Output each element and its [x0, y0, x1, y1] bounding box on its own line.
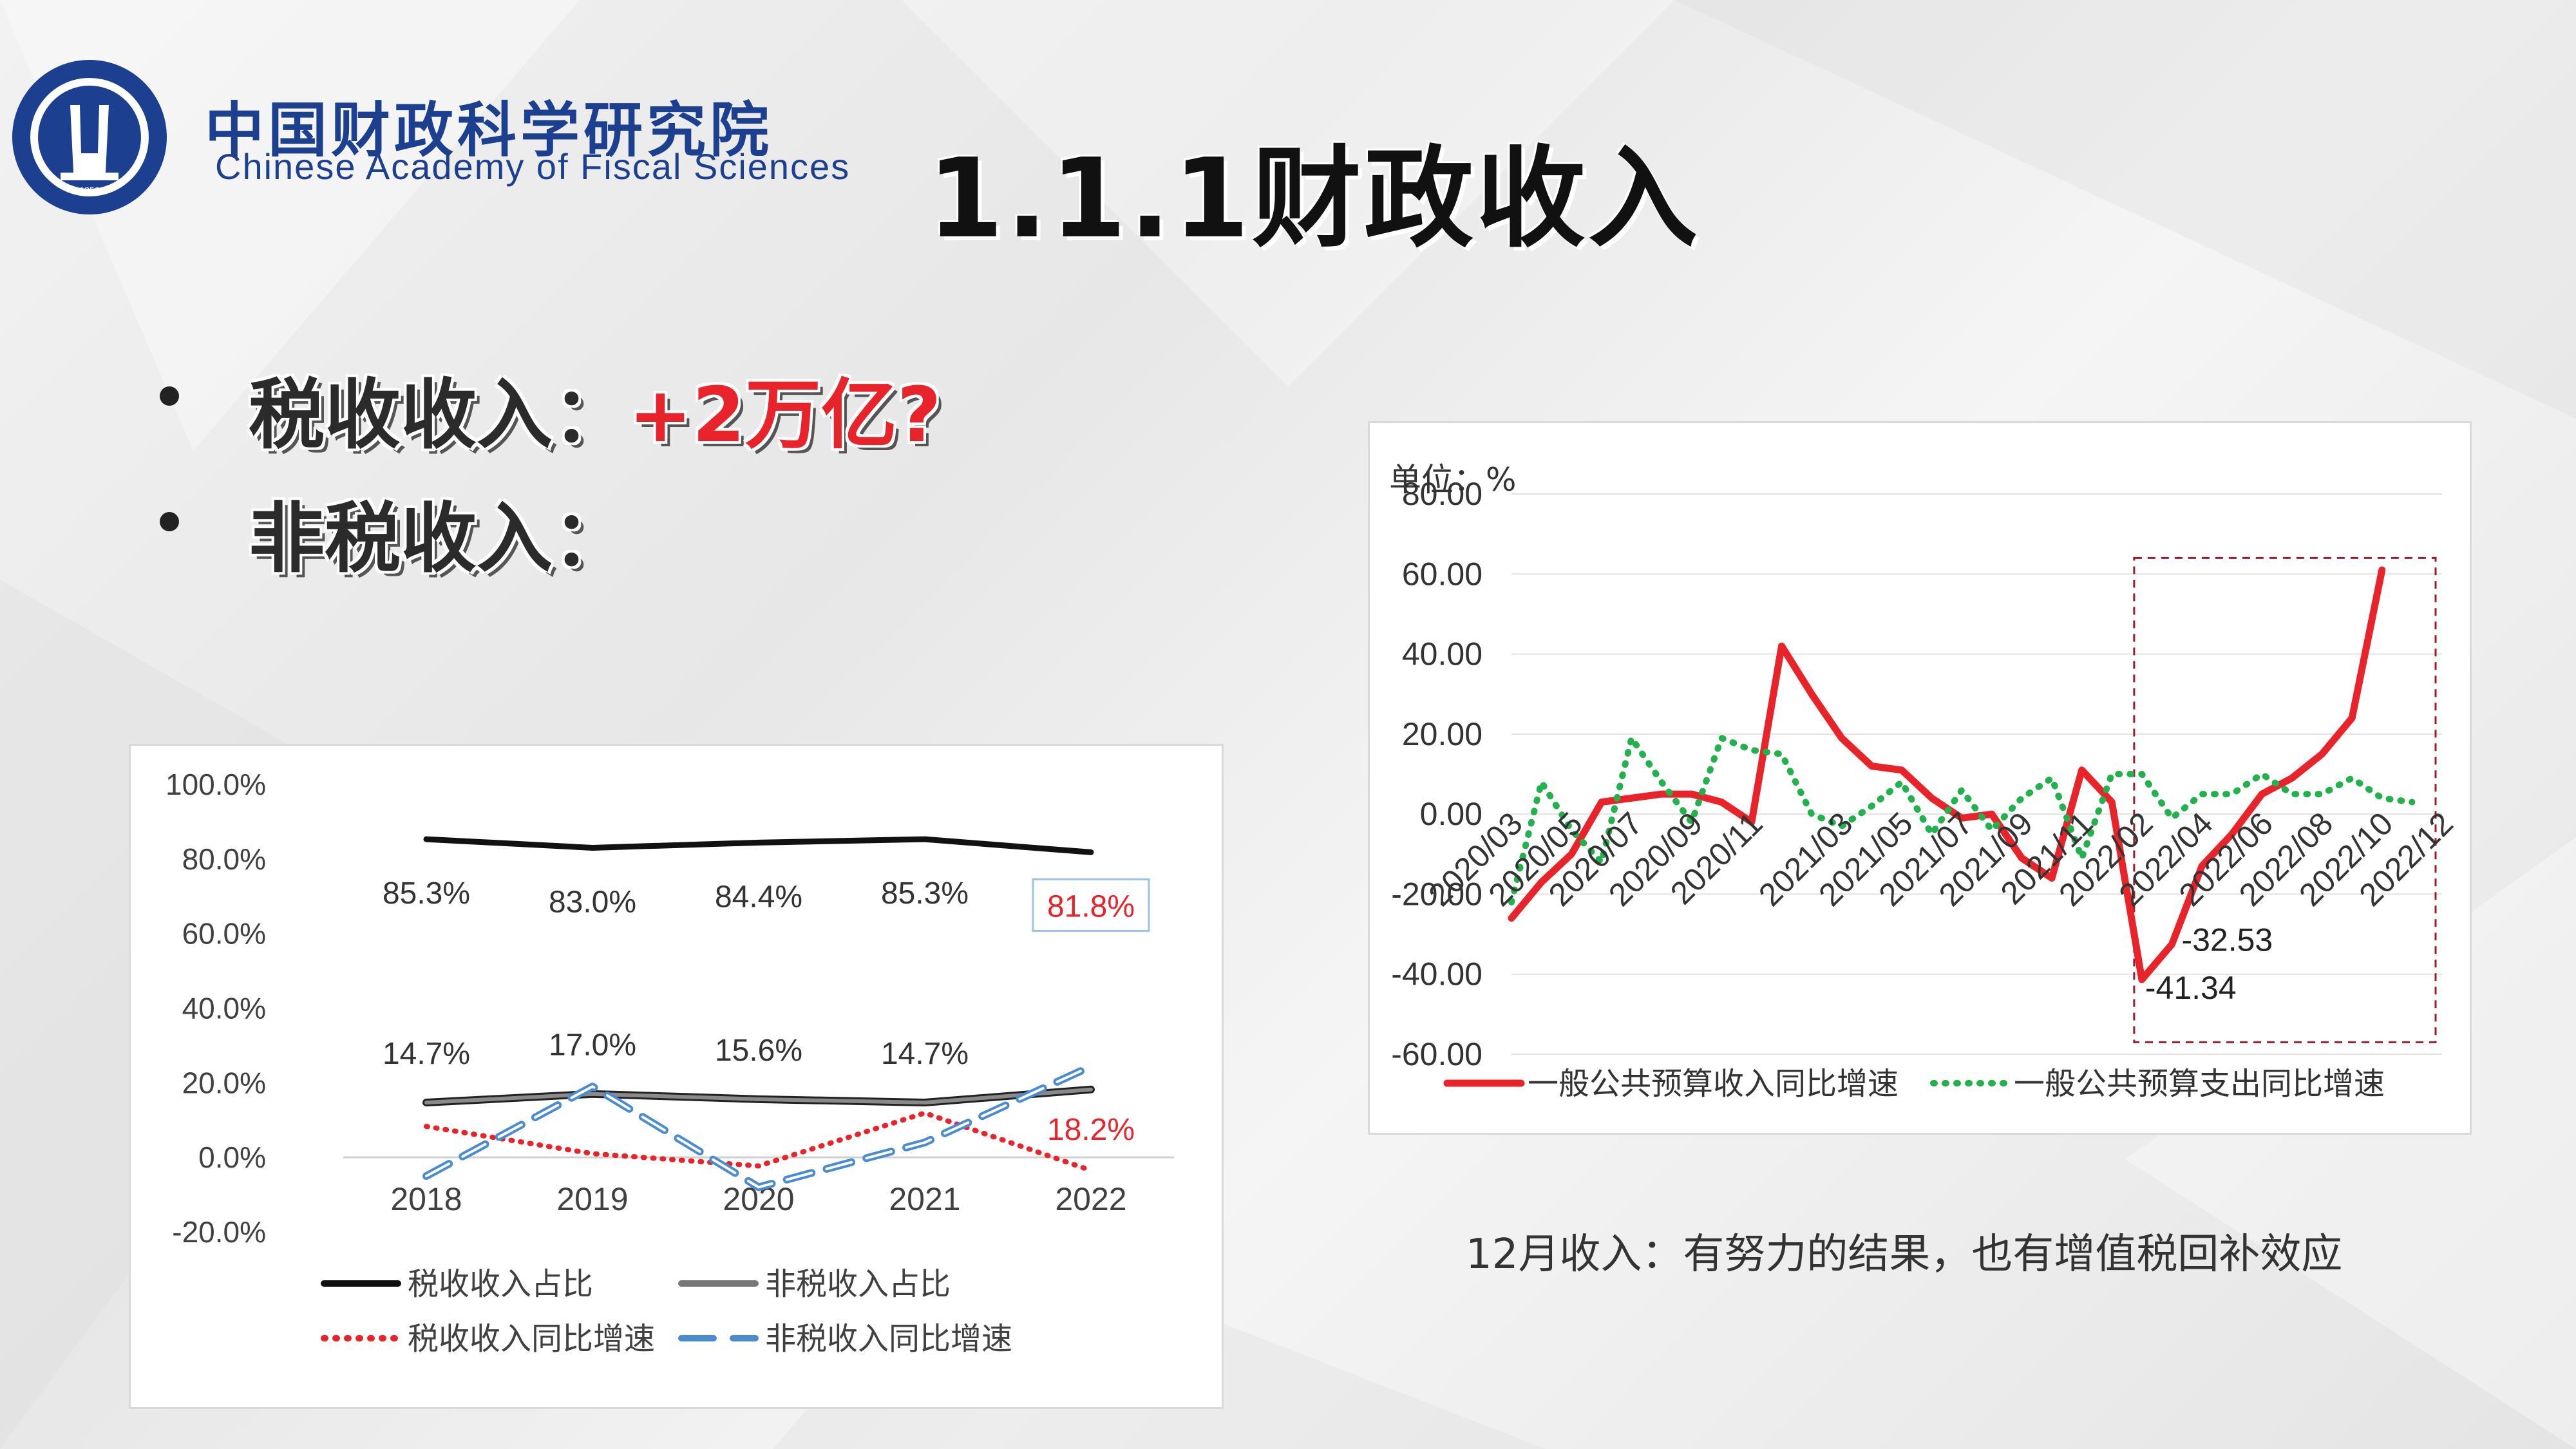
bullet-label: 税收收入：	[249, 370, 629, 459]
data-label: 15.6%	[715, 1034, 802, 1068]
bullet-nontax-revenue: 非税收入：	[249, 477, 629, 587]
data-label-box	[1032, 878, 1150, 932]
x-tick-label: 2018	[390, 1181, 462, 1217]
org-name-cn: 中国财政科学研究院	[205, 96, 773, 165]
y-tick-label: 80.00	[1402, 476, 1482, 512]
y-tick-label: 40.0%	[182, 992, 266, 1025]
right-chart-panel: 80.00 60.00 40.00 20.00 0.00 -20.00 -40.00 -60.…	[1368, 421, 2472, 1135]
data-label: 85.3%	[881, 876, 969, 911]
y-tick-label: 40.00	[1402, 636, 1482, 672]
y-tick-label: 60.00	[1402, 556, 1482, 592]
series-line	[422, 1062, 1095, 1191]
legend-label: 非税收入同比增速	[765, 1321, 1012, 1357]
y-tick-label: 20.00	[1402, 716, 1482, 752]
data-label: 83.0%	[549, 885, 636, 919]
bullet-dot	[160, 386, 179, 406]
academy-logo: 1956	[12, 60, 167, 214]
data-label: 84.4%	[715, 880, 802, 914]
y-tick-label: 0.00	[1420, 796, 1482, 832]
svg-text:1956: 1956	[79, 185, 99, 195]
x-tick-label: 2019	[556, 1181, 628, 1217]
chart-caption: 12月收入：有努力的结果，也有增值税回补效应	[1466, 1231, 2343, 1278]
bullet-label: 非税收入：	[249, 494, 629, 583]
data-label: 14.7%	[881, 1037, 969, 1071]
legend-label: 一般公共预算支出同比增速	[2014, 1066, 2385, 1102]
bullet-tax-revenue: 税收收入：+2万亿?	[249, 353, 941, 463]
y-tick-label: -20.0%	[172, 1215, 266, 1249]
x-tick-label: 2022	[1055, 1181, 1126, 1217]
page-title: 1.1.1财政收入	[927, 135, 1701, 263]
data-label: 18.2%	[1047, 1113, 1135, 1147]
unit-label: 单位：%	[1389, 461, 1517, 498]
series-line	[423, 836, 1094, 855]
legend-label: 非税收入占比	[765, 1266, 951, 1302]
y-tick-label: -20.00	[1391, 876, 1482, 912]
data-label: 85.3%	[383, 876, 470, 911]
highlight-box	[2133, 556, 2437, 1043]
org-name-en: Chinese Academy of Fiscal Sciences	[215, 146, 851, 187]
series-line	[1508, 735, 2416, 905]
data-label: 81.8%	[1047, 889, 1135, 923]
y-tick-label: 60.0%	[182, 917, 266, 951]
annotation-label: -32.53	[2181, 922, 2273, 958]
data-label: 14.7%	[383, 1037, 470, 1071]
bullet-dot	[160, 512, 179, 531]
y-tick-label: -40.00	[1391, 956, 1482, 992]
legend-label: 税收收入占比	[408, 1266, 593, 1302]
bullet-highlight: +2万亿?	[629, 370, 942, 459]
y-tick-label: 0.0%	[198, 1141, 266, 1174]
legend-label: 一般公共预算收入同比增速	[1528, 1066, 1899, 1102]
x-tick-label: 2021	[889, 1181, 960, 1217]
annotation-label: -41.34	[2145, 970, 2237, 1006]
y-tick-label: -60.00	[1391, 1036, 1482, 1072]
left-chart-panel: 100.0% 80.0% 60.0% 40.0% 20.0% 0.0% -20.0% 2018…	[129, 744, 1224, 1409]
series-line	[1508, 566, 2386, 983]
y-tick-label: 80.0%	[182, 842, 266, 876]
budget-growth-chart: 80.00 60.00 40.00 20.00 0.00 -20.00 -40.00 -60.…	[1389, 461, 2460, 1102]
legend-label: 税收收入同比增速	[408, 1321, 655, 1357]
y-tick-label: 100.0%	[166, 768, 266, 801]
y-tick-label: 20.0%	[182, 1066, 266, 1099]
series-line	[425, 1065, 1092, 1189]
series-line	[424, 1110, 1094, 1173]
data-label: 17.0%	[549, 1028, 636, 1063]
series-line	[424, 1087, 1093, 1105]
revenue-share-chart: 100.0% 80.0% 60.0% 40.0% 20.0% 0.0% -20.0% 2018…	[166, 768, 1174, 1357]
